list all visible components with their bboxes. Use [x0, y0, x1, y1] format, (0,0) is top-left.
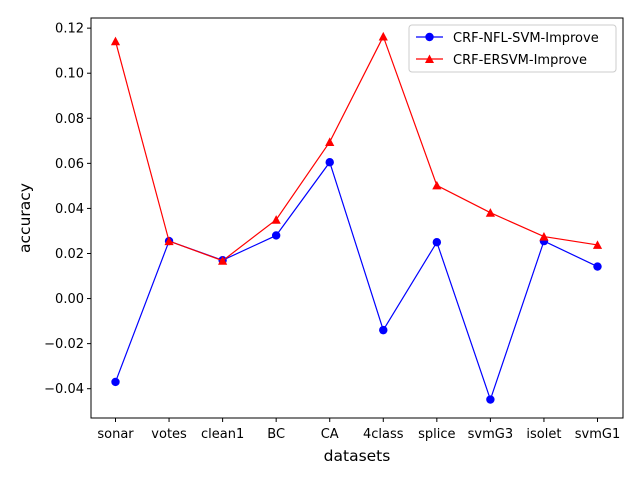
data-point	[271, 215, 281, 224]
data-point	[485, 208, 495, 217]
data-point	[593, 262, 602, 271]
data-point	[432, 180, 442, 190]
data-point	[110, 36, 121, 46]
x-tick-label: votes	[151, 427, 187, 442]
data-point	[111, 377, 120, 387]
data-point	[164, 236, 174, 246]
legend-marker-ersvm	[425, 54, 434, 63]
x-tick-label: svmG3	[468, 427, 513, 442]
plot-area	[90, 17, 624, 419]
data-point	[592, 240, 603, 249]
data-point	[378, 31, 388, 41]
y-tick-label: 0.04	[55, 202, 84, 217]
data-point	[325, 158, 334, 167]
data-point	[486, 395, 495, 404]
y-tick-label: 0.02	[55, 247, 84, 262]
data-point	[539, 231, 549, 241]
data-point	[218, 256, 228, 265]
x-tick-label: CA	[321, 427, 339, 442]
y-tick-label: 0.06	[55, 157, 84, 172]
data-point	[379, 325, 388, 335]
y-axis-label: accuracy	[16, 183, 34, 253]
x-tick-label: isolet	[526, 427, 561, 442]
y-tick-label: 0.00	[55, 292, 84, 307]
y-tick-label: 0.08	[55, 112, 84, 127]
legend-label-nfl: CRF-NFL-SVM-Improve	[453, 31, 599, 46]
legend: CRF-NFL-SVM-Improve CRF-ERSVM-Improve	[408, 24, 617, 73]
legend-box	[408, 24, 617, 73]
x-tick-label: 4class	[363, 427, 404, 442]
data-point	[432, 238, 442, 247]
x-tick-label: sonar	[97, 427, 134, 442]
data-point	[325, 137, 335, 146]
x-tick-label: splice	[418, 427, 455, 442]
y-tick-label: −0.04	[44, 382, 84, 397]
y-tick-label: −0.02	[44, 337, 84, 352]
series-line-2	[114, 34, 598, 262]
legend-marker-nfl	[425, 32, 434, 42]
data-point	[271, 231, 281, 240]
y-tick-label: 0.10	[55, 67, 84, 82]
x-tick-label: clean1	[201, 427, 244, 442]
y-axis-ticks: −0.04 −0.02 0.00 0.02 0.04 0.06 0.08 0.10 0.12	[44, 22, 91, 397]
x-tick-label: BC	[267, 427, 285, 442]
legend-label-ersvm: CRF-ERSVM-Improve	[453, 53, 587, 68]
y-tick-label: 0.12	[55, 22, 84, 37]
x-axis-label: datasets	[324, 447, 391, 465]
series-layer	[110, 31, 603, 404]
x-tick-label: svmG1	[575, 427, 620, 442]
x-axis-ticks: sonar votes clean1 BC CA 4class splice svmG3 iso…	[97, 418, 620, 442]
